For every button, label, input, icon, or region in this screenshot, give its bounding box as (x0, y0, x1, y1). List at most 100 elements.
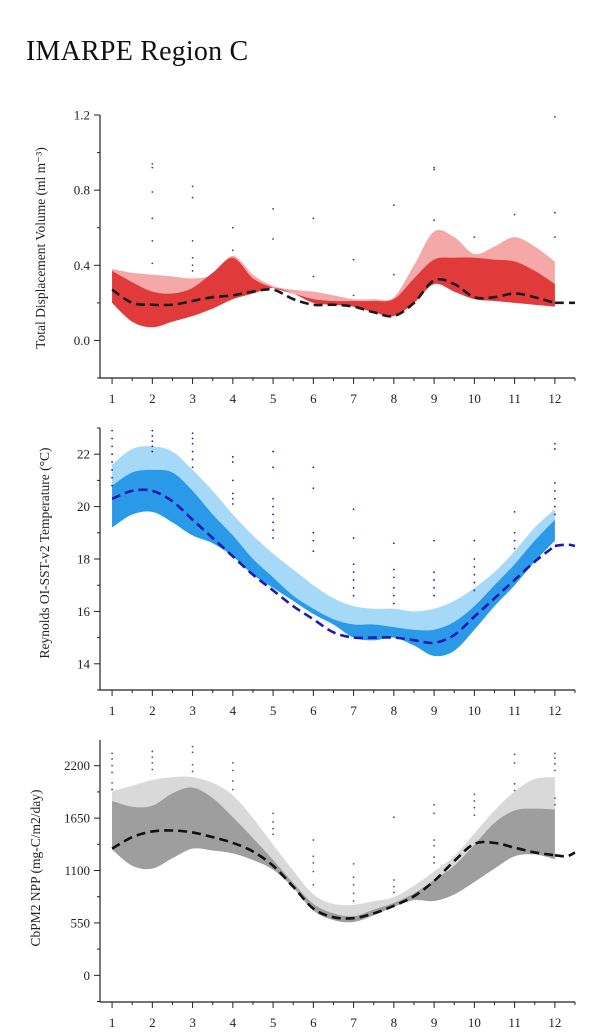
data-point (473, 793, 476, 796)
data-point (352, 883, 355, 886)
y-tick-label: 22 (77, 447, 90, 462)
x-tick-label: 7 (350, 391, 357, 406)
outer-band-sst (112, 446, 555, 657)
x-tick-label: 3 (189, 391, 196, 406)
data-point (151, 756, 154, 759)
data-point (433, 803, 436, 806)
data-point (151, 768, 154, 771)
data-point (433, 839, 436, 841)
x-tick-label: 11 (508, 703, 521, 718)
data-point (151, 445, 154, 448)
data-point (312, 870, 315, 873)
data-point (553, 769, 556, 772)
y-tick-label: 20 (77, 499, 90, 514)
data-point (191, 745, 194, 748)
x-tick-label: 1 (109, 391, 116, 406)
x-tick-label: 6 (310, 703, 317, 718)
data-point (191, 196, 194, 199)
data-point (111, 453, 113, 456)
x-tick-label: 2 (149, 1015, 156, 1030)
data-point (111, 469, 113, 471)
data-point (352, 563, 355, 566)
data-point (191, 458, 194, 461)
data-point (553, 442, 556, 445)
x-tick-label: 11 (508, 1015, 521, 1030)
data-point (553, 797, 556, 800)
x-tick-label: 5 (270, 391, 277, 406)
data-point (352, 537, 355, 539)
data-point (392, 273, 395, 276)
data-point (111, 445, 113, 448)
x-tick-label: 4 (230, 703, 237, 718)
data-point (312, 217, 315, 220)
data-point (473, 236, 476, 239)
x-tick-label: 12 (548, 1015, 561, 1030)
y-tick-label: 1650 (64, 811, 90, 826)
data-point (392, 568, 395, 571)
data-point (553, 757, 556, 759)
data-point (191, 239, 194, 242)
x-tick-label: 11 (508, 391, 521, 406)
data-point (231, 788, 234, 791)
data-point (433, 579, 436, 581)
data-point (392, 594, 395, 597)
data-point (553, 489, 556, 492)
data-point (272, 513, 274, 516)
data-point (272, 812, 274, 815)
data-point (513, 547, 516, 550)
data-point (191, 185, 194, 188)
data-point (433, 594, 436, 597)
data-point (312, 550, 315, 553)
data-point (473, 581, 476, 584)
data-point (513, 782, 516, 785)
data-point (433, 166, 436, 169)
data-point (553, 211, 556, 214)
data-point (352, 876, 355, 879)
data-point (433, 844, 436, 847)
x-tick-label: 2 (149, 391, 156, 406)
data-point (553, 236, 556, 239)
data-point (553, 752, 556, 755)
y-tick-label: 0.4 (74, 258, 91, 273)
data-point (433, 586, 436, 589)
data-point (553, 497, 556, 500)
x-tick-label: 12 (548, 703, 561, 718)
data-point (151, 750, 154, 753)
x-tick-label: 3 (189, 1015, 196, 1030)
data-point (151, 429, 154, 432)
y-tick-label: 14 (77, 656, 91, 671)
data-point (191, 264, 194, 267)
data-point (191, 437, 194, 440)
data-point (191, 770, 194, 773)
data-point (151, 191, 154, 193)
x-tick-label: 7 (350, 703, 357, 718)
x-tick-label: 10 (468, 391, 481, 406)
data-point (111, 461, 113, 463)
data-point (312, 883, 315, 886)
data-point (433, 219, 436, 222)
data-point (513, 539, 516, 542)
data-point (433, 571, 436, 573)
x-tick-label: 5 (270, 1015, 277, 1030)
data-point (312, 275, 315, 278)
data-point (272, 821, 274, 823)
data-point (151, 440, 154, 442)
data-point (513, 531, 516, 534)
data-point (111, 437, 113, 440)
data-point (231, 503, 234, 505)
data-point (392, 602, 395, 605)
data-point (473, 565, 476, 568)
data-point (191, 466, 194, 469)
data-point (191, 763, 194, 766)
x-tick-label: 6 (310, 391, 317, 406)
data-point (312, 487, 315, 490)
data-point (151, 434, 154, 437)
data-point (191, 256, 194, 259)
data-point (191, 442, 194, 445)
data-point (392, 891, 395, 894)
data-point (553, 505, 556, 508)
data-point (513, 510, 516, 513)
data-point (392, 879, 395, 881)
